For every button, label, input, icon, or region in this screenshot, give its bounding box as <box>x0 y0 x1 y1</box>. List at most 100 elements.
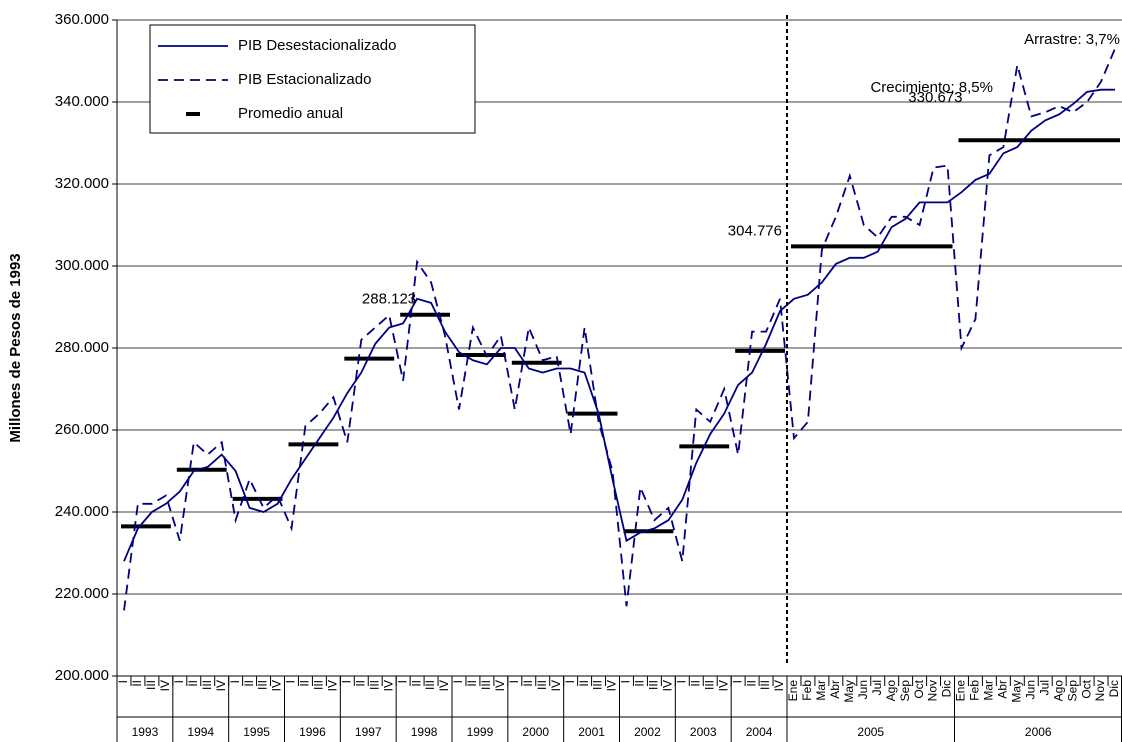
x-tick-label: Sep <box>898 680 912 702</box>
x-tick-label: II <box>465 680 479 687</box>
x-tick-label: Mar <box>814 680 828 701</box>
x-tick-label: I <box>395 680 409 683</box>
x-tick-label: I <box>172 680 186 683</box>
x-tick-label: II <box>353 680 367 687</box>
x-tick-label: IV <box>437 680 451 691</box>
x-tick-label: II <box>242 680 256 687</box>
annotation: Crecimiento: 8,5% <box>870 79 993 96</box>
average-label: 330.673 <box>908 89 962 106</box>
y-tick-label: 260.000 <box>55 421 109 438</box>
x-tick-label: May <box>842 680 856 703</box>
x-tick-label: III <box>367 680 381 690</box>
x-tick-label: IV <box>716 680 730 691</box>
x-tick-label: IV <box>493 680 507 691</box>
x-tick-label: I <box>507 680 521 683</box>
x-tick-label: III <box>647 680 661 690</box>
x-tick-label: Dic <box>940 680 954 697</box>
year-label: 2006 <box>1025 725 1052 739</box>
x-tick-label: II <box>744 680 758 687</box>
x-tick-label: Jun <box>1023 680 1037 699</box>
x-tick-label: III <box>312 680 326 690</box>
year-label: 2001 <box>578 725 605 739</box>
x-tick-label: I <box>284 680 298 683</box>
year-label: 2005 <box>857 725 884 739</box>
legend-box <box>149 24 476 134</box>
x-tick-label: II <box>298 680 312 687</box>
x-tick-label: III <box>479 680 493 690</box>
y-tick-label: 280.000 <box>55 339 109 356</box>
year-label: 1999 <box>467 725 494 739</box>
x-tick-label: IV <box>661 680 675 691</box>
x-tick-label: II <box>521 680 535 687</box>
x-tick-label: Dic <box>1107 680 1121 697</box>
x-tick-label: III <box>591 680 605 690</box>
x-tick-label: IV <box>326 680 340 691</box>
x-tick-label: III <box>423 680 437 690</box>
x-tick-label: IV <box>270 680 284 691</box>
x-tick-label: I <box>339 680 353 683</box>
x-tick-label: II <box>577 680 591 687</box>
x-tick-label: Nov <box>926 680 940 701</box>
x-tick-label: III <box>200 680 214 690</box>
x-tick-label: III <box>535 680 549 690</box>
year-label: 1994 <box>187 725 214 739</box>
x-tick-label: II <box>186 680 200 687</box>
x-tick-label: Ene <box>954 680 968 702</box>
x-tick-label: IV <box>158 680 172 691</box>
year-label: 2000 <box>522 725 549 739</box>
y-axis-title: Millones de Pesos de 1993 <box>7 253 24 442</box>
y-tick-label: 240.000 <box>55 503 109 520</box>
average-label: 288.123 <box>362 291 416 308</box>
x-tick-label: IV <box>381 680 395 691</box>
x-tick-label: May <box>1009 680 1023 703</box>
x-tick-label: Feb <box>800 680 814 701</box>
x-tick-label: I <box>674 680 688 683</box>
x-tick-label: Ago <box>884 680 898 702</box>
x-tick-label: Sep <box>1065 680 1079 702</box>
year-label: 2004 <box>746 725 773 739</box>
legend-label: PIB Estacionalizado <box>238 71 371 88</box>
x-tick-label: Ene <box>786 680 800 702</box>
x-tick-label: I <box>451 680 465 683</box>
x-tick-label: Ago <box>1051 680 1065 702</box>
x-tick-label: Jun <box>856 680 870 699</box>
year-label: 1998 <box>411 725 438 739</box>
x-tick-label: IV <box>214 680 228 691</box>
x-tick-label: II <box>409 680 423 687</box>
x-tick-label: II <box>130 680 144 687</box>
x-tick-label: III <box>702 680 716 690</box>
x-tick-label: I <box>730 680 744 683</box>
x-tick-label: III <box>144 680 158 690</box>
x-tick-label: IV <box>772 680 786 691</box>
year-label: 1997 <box>355 725 382 739</box>
x-tick-label: II <box>633 680 647 687</box>
x-tick-label: Abr <box>828 680 842 699</box>
x-tick-label: I <box>116 680 130 683</box>
year-label: 1995 <box>243 725 270 739</box>
x-tick-label: Oct <box>912 679 926 698</box>
y-tick-label: 220.000 <box>55 585 109 602</box>
y-tick-label: 200.000 <box>55 667 109 684</box>
x-tick-label: Jul <box>870 680 884 695</box>
y-tick-label: 300.000 <box>55 257 109 274</box>
average-label: 304.776 <box>728 222 782 239</box>
x-tick-label: Mar <box>982 680 996 701</box>
x-tick-label: III <box>256 680 270 690</box>
annotation: Arrastre: 3,7% <box>1024 31 1120 48</box>
y-tick-label: 320.000 <box>55 175 109 192</box>
series-line <box>123 88 1115 562</box>
x-tick-label: I <box>619 680 633 683</box>
y-tick-label: 340.000 <box>55 93 109 110</box>
legend-label: PIB Desestacionalizado <box>238 37 396 54</box>
x-tick-label: IV <box>549 680 563 691</box>
legend-label: Promedio anual <box>238 105 343 122</box>
x-tick-label: II <box>688 680 702 687</box>
x-tick-label: IV <box>605 680 619 691</box>
year-label: 2003 <box>690 725 717 739</box>
year-label: 2002 <box>634 725 661 739</box>
x-tick-label: Nov <box>1093 680 1107 701</box>
y-tick-label: 360.000 <box>55 11 109 28</box>
year-label: 1996 <box>299 725 326 739</box>
x-tick-label: Oct <box>1079 679 1093 698</box>
